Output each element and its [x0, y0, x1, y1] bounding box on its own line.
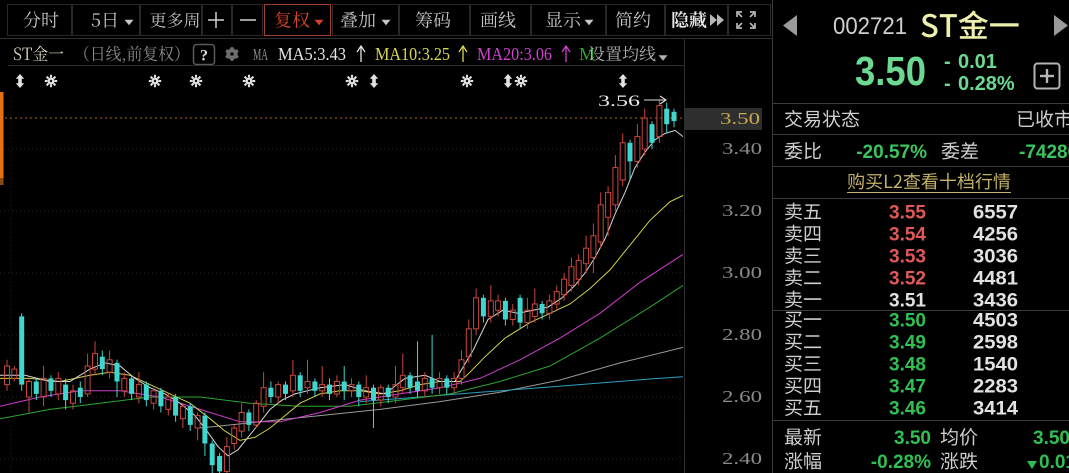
svg-text:3.47: 3.47	[889, 377, 926, 398]
svg-text:-: -	[944, 73, 951, 95]
svg-text:3414: 3414	[973, 399, 1018, 420]
svg-text:0.28%: 0.28%	[958, 73, 1015, 95]
svg-text:4256: 4256	[973, 225, 1018, 246]
svg-text:-0.28%: -0.28%	[871, 452, 931, 473]
svg-text:3.54: 3.54	[889, 225, 926, 246]
svg-text:4503: 4503	[973, 311, 1018, 332]
svg-text:3.50: 3.50	[1033, 428, 1069, 449]
svg-text:2.40: 2.40	[722, 449, 762, 468]
svg-text:3.50: 3.50	[720, 109, 760, 128]
svg-text:2.60: 2.60	[722, 387, 762, 406]
svg-text:3.53: 3.53	[889, 247, 926, 268]
svg-text:3.46: 3.46	[889, 399, 926, 420]
svg-text:002721: 002721	[833, 13, 907, 40]
svg-text:-20.57%: -20.57%	[856, 142, 927, 163]
svg-text:3.40: 3.40	[722, 139, 762, 158]
svg-text:1540: 1540	[973, 355, 1018, 376]
svg-text:3.49: 3.49	[889, 333, 926, 354]
svg-text:-: -	[944, 51, 951, 73]
svg-text:MA10:3.25: MA10:3.25	[375, 44, 450, 64]
svg-text:3.50: 3.50	[894, 428, 931, 449]
svg-text:3.50: 3.50	[855, 48, 926, 94]
svg-text:3436: 3436	[973, 291, 1018, 312]
svg-text:3.56: 3.56	[598, 93, 640, 110]
svg-text:MA5:3.43: MA5:3.43	[278, 44, 346, 64]
svg-text:3.50: 3.50	[889, 311, 926, 332]
svg-text:2283: 2283	[973, 377, 1018, 398]
svg-text:4481: 4481	[973, 269, 1018, 290]
svg-text:MA20:3.06: MA20:3.06	[477, 44, 552, 64]
svg-text:0.01: 0.01	[1039, 452, 1069, 473]
svg-text:3036: 3036	[973, 247, 1018, 268]
svg-text:2598: 2598	[973, 333, 1018, 354]
svg-text:3.51: 3.51	[889, 291, 926, 312]
svg-text:0.01: 0.01	[958, 51, 997, 73]
svg-text:3.48: 3.48	[889, 355, 926, 376]
svg-text:?: ?	[200, 48, 208, 65]
svg-text:MA: MA	[253, 45, 268, 64]
svg-text:2.80: 2.80	[722, 325, 762, 344]
svg-text:-74286: -74286	[1019, 142, 1069, 163]
svg-text:3.55: 3.55	[889, 203, 926, 224]
svg-text:3.52: 3.52	[889, 269, 926, 290]
svg-text:3.00: 3.00	[722, 263, 762, 282]
svg-text:6557: 6557	[973, 203, 1018, 224]
svg-text:3.20: 3.20	[722, 201, 762, 220]
